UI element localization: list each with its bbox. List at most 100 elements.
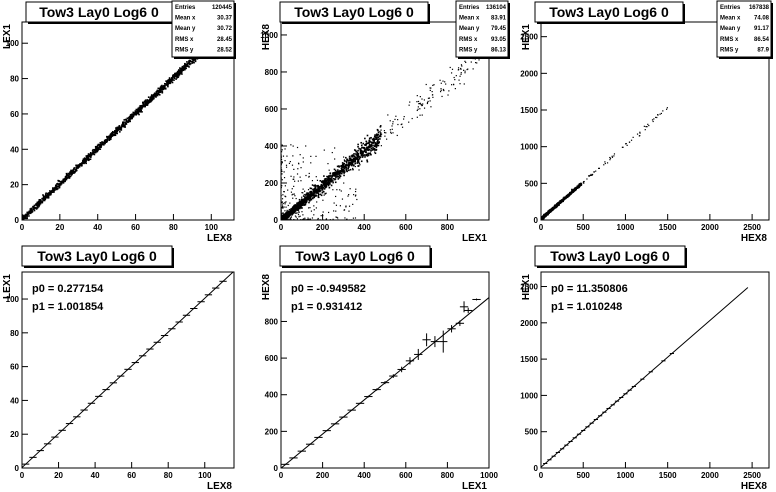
scatter-point (558, 202, 561, 205)
scatter-point (344, 166, 347, 168)
scatter-point (162, 87, 165, 90)
scatter-point (319, 179, 322, 182)
plot-title: Tow3 Lay0 Log6 0 (550, 248, 670, 264)
scatter-point (312, 190, 315, 193)
profile-point (414, 348, 423, 360)
scatter-point (161, 89, 164, 91)
scatter-point (328, 183, 330, 186)
scatter-point (309, 190, 312, 193)
scatter-point (351, 163, 354, 166)
scatter-point (364, 144, 367, 146)
scatter-point (310, 198, 313, 201)
scatter-point (325, 182, 328, 185)
scatter-point (564, 197, 566, 199)
scatter-point (281, 207, 283, 209)
scatter-point (302, 218, 305, 220)
scatter-point (334, 178, 337, 180)
scatter-point (95, 151, 97, 154)
scatter-point (563, 197, 566, 200)
x-tick-label: 60 (127, 471, 136, 480)
scatter-point (348, 159, 351, 161)
scatter-point (397, 123, 399, 126)
scatter-point (310, 194, 313, 196)
scatter-point (455, 75, 457, 77)
scatter-point (302, 214, 304, 216)
scatter-point (153, 92, 156, 95)
scatter-point (362, 146, 364, 149)
scatter-point (151, 98, 153, 101)
scatter-point (33, 204, 36, 207)
scatter-point (432, 84, 434, 87)
x-tick-label: 40 (93, 223, 102, 232)
scatter-point (281, 220, 283, 222)
scatter-point (281, 220, 283, 222)
scatter-point (544, 214, 546, 217)
scatter-point (313, 196, 316, 199)
scatter-point (417, 106, 419, 108)
scatter-point (89, 155, 92, 158)
scatter-point (297, 180, 299, 182)
scatter-point (80, 165, 83, 167)
x-tick-label: 1000 (480, 471, 498, 480)
scatter-point (372, 146, 374, 149)
scatter-point (42, 198, 44, 200)
scatter-point (595, 170, 597, 172)
scatter-point (28, 210, 31, 213)
scatter-point (26, 213, 28, 216)
scatter-point (37, 200, 40, 203)
scatter-point (609, 157, 612, 159)
scatter-point (296, 202, 299, 205)
scatter-point (168, 78, 171, 81)
scatter-point (356, 158, 359, 161)
scatter-point (297, 213, 300, 216)
scatter-point (401, 126, 404, 128)
scatter-point (122, 124, 125, 127)
scatter-point (287, 211, 289, 213)
scatter-point (106, 138, 109, 141)
scatter-point (102, 141, 105, 144)
scatter-point (182, 65, 185, 67)
scatter-point (341, 166, 343, 169)
scatter-point (387, 114, 389, 116)
scatter-point (60, 183, 62, 186)
scatter-point (138, 113, 140, 116)
scatter-point (423, 107, 426, 109)
scatter-point (314, 184, 317, 186)
plot-frame (280, 271, 490, 469)
stats-value: 74.08 (754, 16, 770, 22)
scatter-point (365, 154, 368, 157)
scatter-point (187, 64, 189, 67)
scatter-point (36, 205, 39, 207)
scatter-point (76, 164, 79, 167)
scatter-point (178, 72, 181, 74)
scatter-point (347, 163, 350, 166)
scatter-point (330, 178, 333, 181)
scatter-point (338, 176, 341, 179)
scatter-point (308, 201, 310, 204)
scatter-point (309, 197, 311, 200)
scatter-point (364, 151, 366, 153)
scatter-point (362, 142, 365, 145)
scatter-point (293, 176, 295, 178)
scatter-point (157, 87, 160, 90)
x-tick-label: 20 (54, 471, 63, 480)
scatter-point (60, 182, 63, 185)
scatter-point (281, 213, 283, 215)
scatter-point (60, 180, 62, 183)
x-tick-label: 600 (399, 223, 413, 232)
scatter-point (105, 141, 108, 144)
scatter-point (335, 173, 337, 175)
x-axis (21, 462, 206, 468)
scatter-point (161, 91, 164, 94)
scatter-point (322, 199, 324, 201)
y-tick-label: 2500 (520, 33, 538, 42)
scatter-point (318, 187, 320, 189)
scatter-point (367, 149, 370, 151)
scatter-point (447, 94, 449, 96)
scatter-point (577, 185, 580, 187)
scatter-point (384, 135, 386, 137)
y-tick-label: 2000 (520, 319, 538, 328)
scatter-point (308, 218, 310, 220)
scatter-point (281, 170, 283, 172)
